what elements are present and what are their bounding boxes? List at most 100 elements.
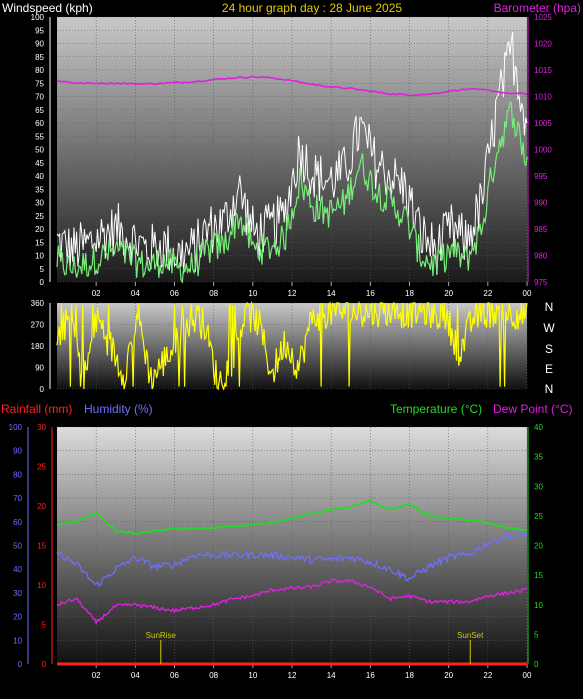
temperature-xtick-label: 12 (288, 671, 297, 680)
temperature-tick-label: 15 (534, 571, 543, 580)
rainfall-tick-label: 30 (37, 423, 46, 432)
barometer-tick-label: 980 (534, 252, 548, 261)
windspeed-tick-label: 20 (35, 225, 44, 234)
direction-tick-label: 180 (31, 342, 45, 351)
wind-xtick-label: 18 (405, 289, 414, 298)
windspeed-tick-label: 50 (35, 146, 44, 155)
barometer-tick-label: 1020 (534, 40, 552, 49)
barometer-axis-title: Barometer (hpa) (494, 1, 581, 15)
rainfall-tick-label: 5 (42, 621, 47, 630)
wind-xtick-label: 22 (483, 289, 492, 298)
windspeed-tick-label: 45 (35, 159, 44, 168)
temperature-xtick-label: 04 (131, 671, 140, 680)
wind-xtick-label: 04 (131, 289, 140, 298)
humidity-tick-label: 20 (13, 613, 22, 622)
temperature-line (56, 499, 528, 536)
windspeed-tick-label: 15 (35, 238, 44, 247)
wind-series (56, 31, 528, 284)
wind-xtick-label: 16 (366, 289, 375, 298)
humidity-tick-label: 80 (13, 470, 22, 479)
rainfall-tick-label: 20 (37, 502, 46, 511)
humidity-tick-label: 50 (13, 542, 22, 551)
compass-e: E (545, 362, 553, 376)
windspeed-tick-label: 100 (31, 13, 45, 22)
wind-xtick-label: 10 (248, 289, 257, 298)
wind-average-line (56, 101, 528, 284)
humidity-tick-label: 100 (9, 423, 23, 432)
windspeed-tick-label: 80 (35, 66, 44, 75)
humidity-tick-label: 70 (13, 494, 22, 503)
compass-s: S (545, 342, 553, 356)
temperature-xtick-label: 20 (444, 671, 453, 680)
barometer-tick-label: 995 (534, 172, 548, 181)
humidity-tick-label: 90 (13, 447, 22, 456)
wind-xtick-label: 08 (209, 289, 218, 298)
humidity-tick-label: 30 (13, 589, 22, 598)
direction-series (56, 300, 528, 391)
windspeed-tick-label: 5 (40, 265, 45, 274)
compass-n-bottom: N (545, 382, 554, 396)
rainfall-tick-label: 0 (42, 660, 47, 669)
temperature-tick-label: 20 (534, 542, 543, 551)
windspeed-tick-label: 90 (35, 40, 44, 49)
barometer-tick-label: 1025 (534, 13, 552, 22)
temperature-tick-label: 40 (534, 423, 543, 432)
wind-direction-line (56, 300, 528, 391)
windspeed-tick-label: 60 (35, 119, 44, 128)
temperature-xtick-label: 02 (92, 671, 101, 680)
rainfall-tick-label: 10 (37, 581, 46, 590)
windspeed-tick-label: 55 (35, 132, 44, 141)
barometer-tick-label: 990 (534, 199, 548, 208)
wind-axes: 0510152025303540455055606570758085909510… (31, 13, 553, 298)
wind-xtick-label: 20 (444, 289, 453, 298)
windspeed-tick-label: 25 (35, 212, 44, 221)
humidity-tick-label: 10 (13, 636, 22, 645)
temperature-tick-label: 25 (534, 512, 543, 521)
temperature-tick-label: 35 (534, 453, 543, 462)
humidity-tick-label: 40 (13, 565, 22, 574)
temperature-xtick-label: 10 (248, 671, 257, 680)
rainfall-tick-label: 25 (37, 463, 46, 472)
direction-tick-label: 270 (31, 321, 45, 330)
windspeed-tick-label: 40 (35, 172, 44, 181)
compass-w: W (543, 321, 555, 335)
wind-xtick-label: 02 (92, 289, 101, 298)
windspeed-tick-label: 85 (35, 53, 44, 62)
temperature-tick-label: 5 (534, 630, 539, 639)
temperature-xtick-label: 06 (170, 671, 179, 680)
wind-xtick-label: 06 (170, 289, 179, 298)
windspeed-tick-label: 75 (35, 79, 44, 88)
sun-event-markers: SunRise SunSet (146, 631, 484, 664)
dewpoint-axis-title: Dew Point (°C) (493, 402, 572, 416)
windspeed-tick-label: 35 (35, 185, 44, 194)
windspeed-tick-label: 0 (40, 278, 45, 287)
direction-axes: 0 90 180 270 360 (31, 299, 51, 394)
sunrise-label: SunRise (146, 631, 177, 640)
rainfall-tick-label: 15 (37, 542, 46, 551)
compass-labels: N W S E N (543, 300, 555, 396)
temperature-axis-title: Temperature (°C) (390, 402, 482, 416)
temperature-tick-label: 10 (534, 601, 543, 610)
humidity-line (56, 530, 528, 588)
windspeed-tick-label: 95 (35, 26, 44, 35)
rainfall-axis-title: Rainfall (mm) (1, 402, 72, 416)
direction-tick-label: 0 (40, 385, 45, 394)
wind-xtick-label: 14 (327, 289, 336, 298)
temperature-xtick-label: 14 (327, 671, 336, 680)
barometer-line (56, 75, 528, 97)
humidity-axis-title: Humidity (%) (84, 402, 153, 416)
barometer-tick-label: 1015 (534, 66, 552, 75)
barometer-tick-label: 1010 (534, 93, 552, 102)
barometer-tick-label: 1000 (534, 146, 552, 155)
windspeed-axis-title: Windspeed (kph) (2, 1, 93, 15)
temperature-axes: 0102030405060708090100051015202530051015… (9, 423, 544, 680)
barometer-tick-label: 985 (534, 225, 548, 234)
direction-tick-label: 90 (35, 364, 44, 373)
temperature-series (56, 499, 528, 666)
barometer-tick-label: 975 (534, 278, 548, 287)
temperature-xtick-label: 22 (483, 671, 492, 680)
humidity-tick-label: 60 (13, 518, 22, 527)
direction-tick-label: 360 (31, 299, 45, 308)
temperature-xtick-label: 00 (523, 671, 532, 680)
